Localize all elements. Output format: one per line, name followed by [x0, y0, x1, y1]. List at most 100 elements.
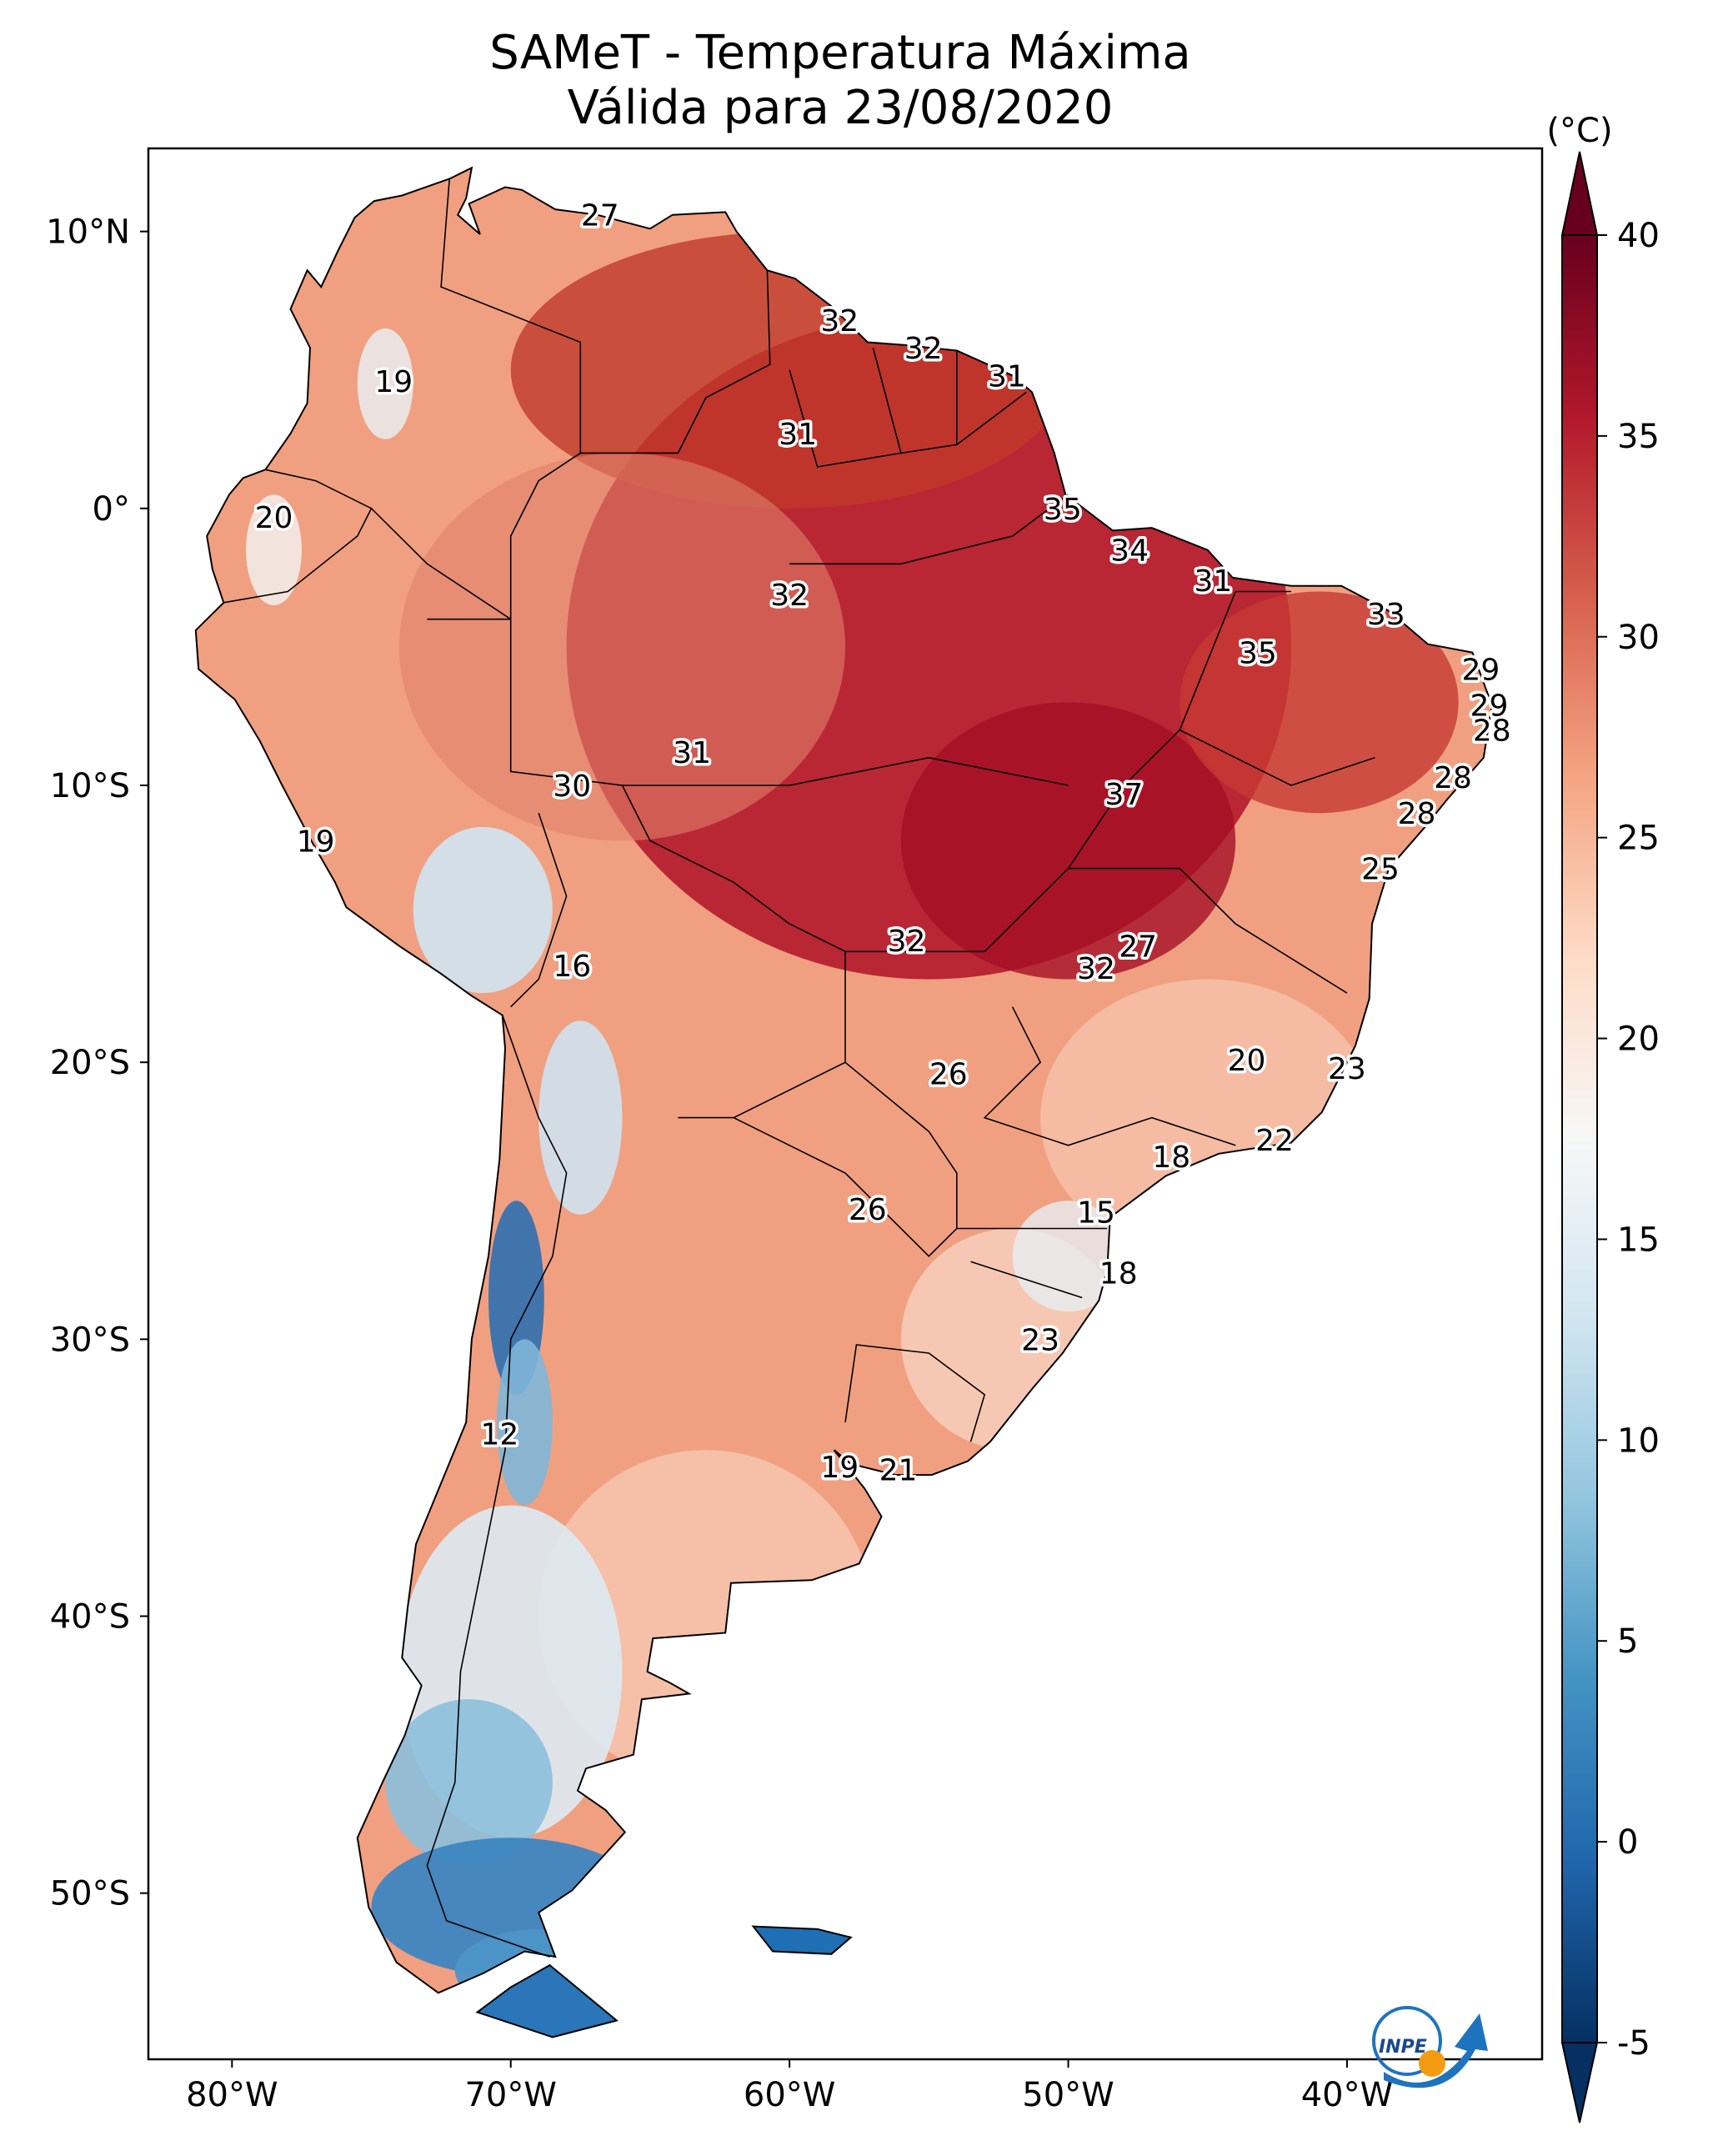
- temperature-value: 25: [1361, 853, 1400, 887]
- map-title-line1: SAMeT - Temperatura Máxima: [489, 26, 1191, 80]
- south-america-coastline: [194, 166, 1493, 1994]
- lon-tick-label: 80°W: [186, 2076, 278, 2114]
- border-line-13: [845, 867, 1348, 994]
- temperature-value: 20: [255, 501, 293, 535]
- temperature-value: 34: [1110, 534, 1149, 569]
- temperature-value: 31: [1195, 564, 1233, 599]
- temperature-value: 31: [779, 418, 817, 452]
- temperature-value: 27: [581, 199, 619, 233]
- border-line-4: [426, 1015, 568, 1958]
- border-line-16: [970, 1261, 1083, 1299]
- latitude-labels: 10°N 0° 10°S 20°S 30°S 40°S 50°S: [46, 213, 148, 1913]
- temperature-value: 32: [770, 579, 809, 613]
- border-line-9: [789, 347, 902, 468]
- heat-blob-10: [385, 1699, 553, 1866]
- temperature-value: 30: [553, 770, 591, 804]
- country-state-borders: [223, 178, 1375, 1958]
- temperature-value: 29: [1462, 653, 1500, 687]
- heat-blob-17: [246, 494, 302, 606]
- border-line-11: [956, 391, 1027, 446]
- temperature-value: 32: [888, 925, 926, 959]
- border-line-7: [440, 178, 582, 619]
- colorbar-tick-label: 40: [1617, 217, 1660, 255]
- temperature-value: 23: [1021, 1323, 1059, 1357]
- border-line-20: [789, 494, 1069, 565]
- heat-blob-1: [900, 702, 1236, 980]
- colorbar-tick-label: 30: [1617, 619, 1660, 657]
- temperature-value: 19: [297, 825, 335, 859]
- temperature-value: 19: [820, 1451, 859, 1485]
- border-line-6: [370, 508, 512, 620]
- temperature-value: 35: [1044, 493, 1082, 527]
- lon-tick-label: 60°W: [744, 2076, 835, 2114]
- lon-tick-label: 50°W: [1022, 2076, 1114, 2114]
- temperature-value: 19: [374, 365, 413, 399]
- temperature-value: 22: [1255, 1124, 1294, 1158]
- temperature-value: 28: [1434, 761, 1472, 795]
- lon-tick-label: 40°W: [1301, 2076, 1393, 2114]
- temperature-value: 32: [820, 304, 859, 338]
- colorbar-tick-label: 20: [1617, 1020, 1660, 1059]
- coastline: [194, 166, 1493, 2038]
- temperature-value: 29: [1470, 689, 1509, 724]
- colorbar-ticks: -5 0 5 10 15 20 25 30 35 40: [1597, 217, 1660, 2063]
- map-title-line2: Válida para 23/08/2020: [568, 81, 1114, 135]
- colorbar-tick-label: 0: [1617, 1823, 1638, 1862]
- temperature-value: 37: [1104, 778, 1143, 812]
- logo-sun: [1419, 2050, 1445, 2077]
- temperature-value: 31: [988, 359, 1026, 394]
- tierra-del-fuego: [475, 1963, 619, 2038]
- temperature-value: 32: [904, 332, 943, 366]
- border-line-3: [844, 1344, 986, 1442]
- temperature-value: 26: [929, 1057, 968, 1091]
- lon-tick-label: 70°W: [464, 2076, 556, 2114]
- colorbar-tick-label: 5: [1617, 1622, 1638, 1661]
- longitude-labels: 80°W 70°W 60°W 50°W 40°W: [186, 2059, 1393, 2114]
- border-line-1: [510, 812, 568, 1008]
- border-line-14: [983, 1006, 1236, 1146]
- colorbar-body: [1561, 234, 1598, 2043]
- heat-blob-14: [538, 1020, 623, 1215]
- heat-blob-16: [497, 1339, 553, 1506]
- lat-tick-label: 40°S: [50, 1598, 130, 1637]
- border-line-5: [223, 469, 373, 604]
- inpe-logo: INPE: [1372, 2006, 1488, 2088]
- colorbar-bottom-triangle: [1560, 2042, 1599, 2123]
- temperature-value: 20: [1228, 1044, 1266, 1078]
- border-line-17: [1179, 729, 1375, 786]
- border-line-0: [427, 618, 846, 1119]
- colorbar: (°C) -5 0 5 10 15 20 25 30 35 40: [1546, 112, 1660, 2123]
- temperature-value: 31: [673, 736, 711, 770]
- temperature-value: 27: [1119, 930, 1157, 965]
- logo-arrow: [1384, 2013, 1488, 2088]
- heat-blob-3: [1180, 591, 1459, 814]
- temperature-value: 28: [1473, 714, 1511, 749]
- colorbar-unit: (°C): [1546, 112, 1612, 150]
- border-line-8: [580, 270, 771, 454]
- temperature-value: 21: [879, 1453, 918, 1487]
- heat-blob-4: [398, 453, 846, 841]
- colorbar-tick-label: 15: [1617, 1221, 1660, 1259]
- temperature-value: 12: [480, 1417, 518, 1452]
- border-line-18: [789, 756, 1069, 786]
- lat-tick-label: 0°: [93, 490, 130, 529]
- temperature-value: 16: [553, 950, 591, 984]
- logo-text: INPE: [1379, 2037, 1427, 2058]
- lat-tick-label: 30°S: [50, 1321, 130, 1359]
- temperature-value: 15: [1077, 1196, 1115, 1231]
- heat-blob-13: [413, 826, 553, 994]
- colorbar-tick-label: -5: [1617, 2024, 1650, 2063]
- lat-tick-label: 10°S: [50, 767, 130, 805]
- lat-tick-label: 10°N: [46, 213, 130, 252]
- colorbar-top-triangle: [1560, 151, 1599, 236]
- lat-tick-label: 20°S: [50, 1044, 130, 1082]
- temperature-value: 28: [1398, 797, 1436, 831]
- temperature-value: 35: [1239, 637, 1277, 671]
- temperature-value: 33: [1367, 598, 1405, 632]
- temperature-value: 26: [849, 1193, 887, 1227]
- temperature-value: 18: [1152, 1141, 1190, 1175]
- temperature-value: 23: [1328, 1052, 1366, 1086]
- heat-blob-18: [357, 328, 413, 439]
